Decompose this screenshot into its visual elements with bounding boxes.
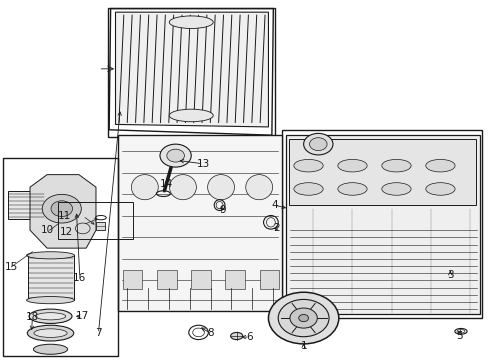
Ellipse shape <box>338 159 367 172</box>
Bar <box>225 270 245 289</box>
Text: 11: 11 <box>58 211 71 221</box>
Text: 8: 8 <box>207 328 214 338</box>
Circle shape <box>42 194 81 223</box>
Ellipse shape <box>170 175 196 200</box>
Circle shape <box>51 201 73 217</box>
Ellipse shape <box>426 183 455 195</box>
Ellipse shape <box>208 175 235 200</box>
Polygon shape <box>30 175 96 248</box>
Text: 10: 10 <box>41 225 54 235</box>
Bar <box>97 222 105 230</box>
Ellipse shape <box>245 175 272 200</box>
Bar <box>289 139 476 205</box>
Text: 4: 4 <box>271 200 278 210</box>
Text: 13: 13 <box>197 159 210 169</box>
Circle shape <box>160 144 191 167</box>
Ellipse shape <box>27 325 74 341</box>
Text: 17: 17 <box>76 311 89 321</box>
Circle shape <box>299 315 309 321</box>
Polygon shape <box>116 12 269 127</box>
Text: 5: 5 <box>457 331 464 341</box>
Text: 3: 3 <box>447 270 454 280</box>
Ellipse shape <box>231 332 243 339</box>
Bar <box>282 130 482 318</box>
Text: 18: 18 <box>26 312 39 322</box>
Bar <box>58 202 133 239</box>
Polygon shape <box>286 135 480 315</box>
Text: 6: 6 <box>246 332 253 342</box>
Text: 14: 14 <box>160 179 173 189</box>
Ellipse shape <box>26 252 74 259</box>
Ellipse shape <box>169 109 213 122</box>
Circle shape <box>304 134 333 155</box>
Ellipse shape <box>131 175 158 200</box>
Bar <box>8 191 45 220</box>
Ellipse shape <box>26 297 74 304</box>
Circle shape <box>75 223 90 234</box>
Ellipse shape <box>35 313 66 320</box>
Text: 16: 16 <box>73 273 86 283</box>
Bar <box>157 270 176 289</box>
Bar <box>108 8 275 137</box>
Circle shape <box>269 292 339 344</box>
Circle shape <box>167 149 184 162</box>
Text: 7: 7 <box>95 328 102 338</box>
Ellipse shape <box>338 183 367 195</box>
Ellipse shape <box>294 159 323 172</box>
Ellipse shape <box>426 159 455 172</box>
Ellipse shape <box>382 183 411 195</box>
Ellipse shape <box>382 159 411 172</box>
Ellipse shape <box>169 16 213 28</box>
Circle shape <box>310 138 327 150</box>
Circle shape <box>278 300 329 337</box>
Text: 15: 15 <box>5 262 18 272</box>
Circle shape <box>290 308 318 328</box>
Text: 1: 1 <box>300 341 307 351</box>
Text: 9: 9 <box>220 206 226 216</box>
Ellipse shape <box>294 183 323 195</box>
Ellipse shape <box>33 344 68 354</box>
Ellipse shape <box>29 309 72 323</box>
Ellipse shape <box>34 329 67 337</box>
Text: 2: 2 <box>273 224 280 233</box>
Polygon shape <box>118 135 282 311</box>
Bar <box>123 270 143 289</box>
Bar <box>260 270 279 289</box>
Bar <box>27 255 74 300</box>
Bar <box>3 158 118 356</box>
Text: 12: 12 <box>60 227 74 237</box>
Bar <box>191 270 211 289</box>
